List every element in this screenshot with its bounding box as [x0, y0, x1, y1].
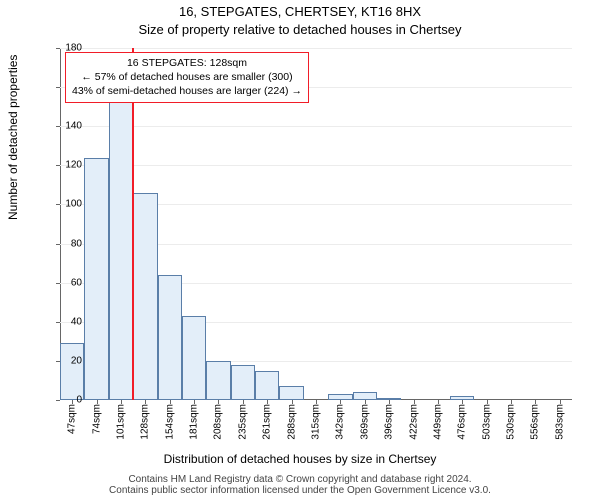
histogram-bar [353, 392, 377, 400]
y-axis-label: Number of detached properties [6, 55, 20, 220]
xtick-label: 530sqm [506, 404, 517, 440]
title-main: 16, STEPGATES, CHERTSEY, KT16 8HX [0, 4, 600, 19]
histogram-bar [60, 343, 84, 400]
gridline [60, 48, 572, 49]
xtick-label: 101sqm [115, 404, 126, 440]
histogram-bar [182, 316, 206, 400]
xtick-label: 261sqm [262, 404, 273, 440]
x-axis-label: Distribution of detached houses by size … [0, 452, 600, 466]
copyright: Contains HM Land Registry data © Crown c… [0, 474, 600, 496]
xtick-label: 181sqm [189, 404, 200, 440]
xtick-label: 476sqm [457, 404, 468, 440]
ytick-label: 20 [52, 355, 82, 366]
xtick-label: 369sqm [359, 404, 370, 440]
xtick-label: 342sqm [335, 404, 346, 440]
gridline [60, 165, 572, 166]
xtick-label: 154sqm [164, 404, 175, 440]
copyright-line-1: Contains HM Land Registry data © Crown c… [0, 474, 600, 485]
xtick-label: 503sqm [481, 404, 492, 440]
xtick-label: 556sqm [530, 404, 541, 440]
xtick-label: 396sqm [384, 404, 395, 440]
histogram-bar [231, 365, 255, 400]
xtick-label: 235sqm [237, 404, 248, 440]
ytick-label: 60 [52, 277, 82, 288]
ytick-label: 100 [52, 199, 82, 210]
histogram-bar [255, 371, 279, 400]
xtick-label: 128sqm [140, 404, 151, 440]
histogram-bar [84, 158, 108, 400]
xtick-label: 288sqm [286, 404, 297, 440]
copyright-line-2: Contains public sector information licen… [0, 485, 600, 496]
histogram-bar [158, 275, 182, 400]
xtick-label: 315sqm [311, 404, 322, 440]
xtick-label: 422sqm [408, 404, 419, 440]
chart-container: 16, STEPGATES, CHERTSEY, KT16 8HX Size o… [0, 0, 600, 500]
xtick-label: 583sqm [554, 404, 565, 440]
histogram-bar [206, 361, 230, 400]
ytick-label: 140 [52, 121, 82, 132]
gridline [60, 126, 572, 127]
xtick-label: 208sqm [213, 404, 224, 440]
annotation-line: 43% of semi-detached houses are larger (… [72, 84, 302, 98]
histogram-bar [279, 386, 303, 400]
histogram-bar [133, 193, 157, 400]
ytick-label: 120 [52, 160, 82, 171]
annotation-line: ← 57% of detached houses are smaller (30… [72, 70, 302, 84]
annotation-line: 16 STEPGATES: 128sqm [72, 56, 302, 70]
histogram-bar [109, 71, 133, 400]
xtick-label: 47sqm [67, 404, 78, 434]
title-sub: Size of property relative to detached ho… [0, 22, 600, 37]
ytick-label: 80 [52, 238, 82, 249]
xtick-label: 449sqm [432, 404, 443, 440]
xtick-label: 74sqm [91, 404, 102, 434]
highlight-annotation: 16 STEPGATES: 128sqm← 57% of detached ho… [65, 52, 309, 103]
ytick-label: 40 [52, 316, 82, 327]
